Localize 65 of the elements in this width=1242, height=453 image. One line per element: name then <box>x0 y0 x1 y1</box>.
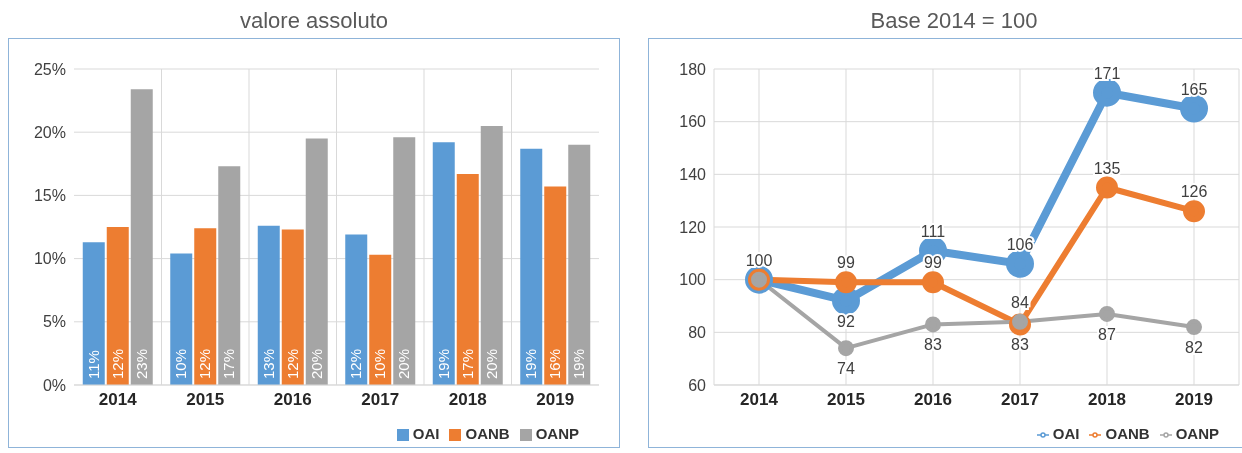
x-tick-label: 2017 <box>361 390 400 410</box>
legend-label: OANP <box>535 425 579 442</box>
data-label: 165 <box>1180 80 1208 98</box>
y-tick-label: 20% <box>33 123 66 141</box>
legend-label: OANB <box>465 425 510 442</box>
x-tick-label: 2019 <box>536 390 575 410</box>
x-tick-label: 2018 <box>448 390 487 410</box>
y-tick-label: 160 <box>679 113 707 131</box>
x-tick-label: 2014 <box>740 390 779 410</box>
data-label: 126 <box>1180 183 1208 201</box>
data-label: 20% <box>395 348 413 379</box>
y-tick-label: 80 <box>688 324 707 342</box>
y-tick-label: 140 <box>679 166 707 184</box>
data-label: 20% <box>482 348 500 379</box>
y-tick-label: 100 <box>679 271 707 289</box>
x-tick-label: 2017 <box>1001 390 1039 410</box>
x-tick-label: 2018 <box>1088 390 1126 410</box>
y-tick-label: 120 <box>679 218 707 236</box>
x-tick-label: 2015 <box>186 390 225 410</box>
y-tick-label: 60 <box>688 376 707 394</box>
data-label: 11% <box>84 350 102 379</box>
data-label: 10% <box>371 348 389 379</box>
y-tick-label: 10% <box>33 250 66 268</box>
data-label: 171 <box>1093 64 1121 82</box>
data-label: 82 <box>1185 339 1203 357</box>
chart-title: valore assoluto <box>239 8 389 35</box>
legend-label: OAI <box>412 425 440 442</box>
data-label: 12% <box>108 348 126 379</box>
data-label: 87 <box>1098 325 1116 343</box>
data-label: 16% <box>546 348 564 379</box>
data-label: 20% <box>307 348 325 379</box>
data-label: 19% <box>434 348 452 379</box>
chart-title: Base 2014 = 100 <box>869 8 1039 35</box>
data-label: 83 <box>1011 336 1029 354</box>
legend-label: OAI <box>1052 425 1080 442</box>
data-label: 92 <box>837 312 855 330</box>
data-label: 135 <box>1093 159 1121 177</box>
x-tick-label: 2016 <box>273 390 312 410</box>
legend-label: OANP <box>1175 425 1219 442</box>
x-tick-label: 2019 <box>1175 390 1213 410</box>
x-tick-label: 2015 <box>827 390 865 410</box>
data-label: 111 <box>920 222 946 240</box>
legend-label: OANB <box>1105 425 1150 442</box>
y-tick-label: 0% <box>42 376 66 394</box>
x-tick-label: 2014 <box>98 390 138 410</box>
data-label: 12% <box>196 348 214 379</box>
data-label: 12% <box>283 348 301 379</box>
data-label: 19% <box>570 348 588 379</box>
x-tick-label: 2016 <box>914 390 952 410</box>
data-label: 19% <box>522 348 540 379</box>
data-label: 84 <box>1011 293 1029 311</box>
data-label: 12% <box>347 348 365 379</box>
y-tick-label: 25% <box>33 60 66 78</box>
data-label: 99 <box>837 254 855 272</box>
y-tick-label: 15% <box>33 187 66 205</box>
data-label: 74 <box>837 360 855 378</box>
data-label: 13% <box>259 348 277 379</box>
y-tick-label: 5% <box>42 313 66 331</box>
data-label: 10% <box>172 348 190 379</box>
data-label: 83 <box>924 336 942 354</box>
data-label: 23% <box>132 348 150 379</box>
y-tick-label: 180 <box>679 60 707 78</box>
data-label: 100 <box>745 251 773 269</box>
data-label: 17% <box>458 348 476 379</box>
data-label: 17% <box>220 348 238 379</box>
